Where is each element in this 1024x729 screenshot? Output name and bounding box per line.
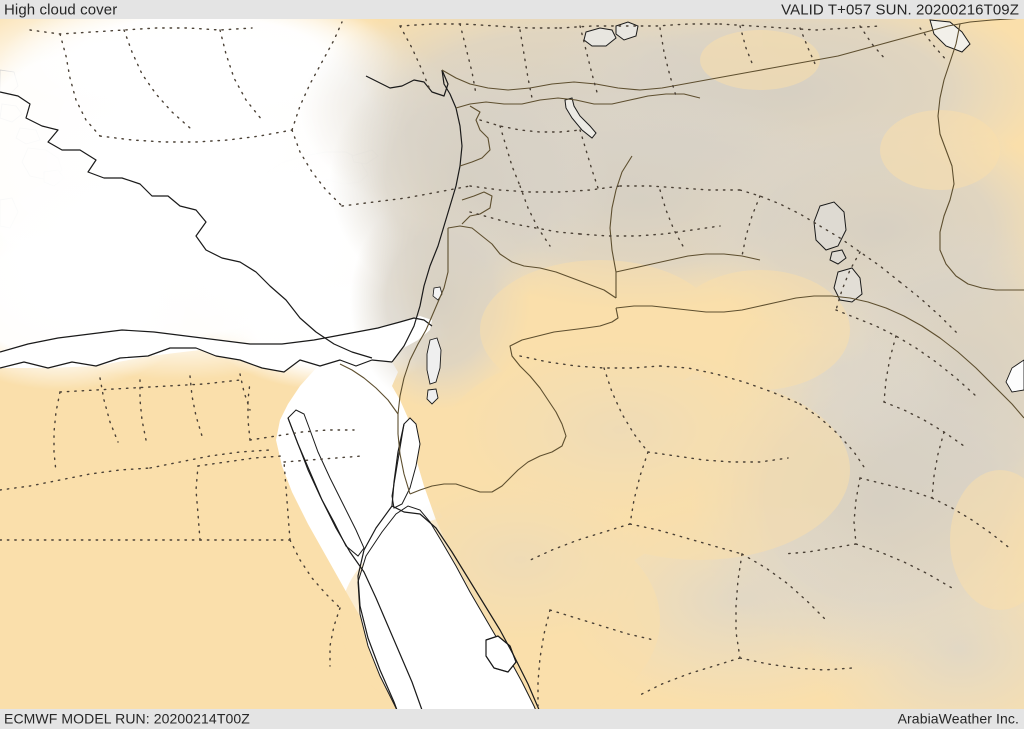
sea-bodies [0, 19, 1024, 729]
lake-tharthar [813, 201, 847, 251]
admin-boundaries [0, 21, 1013, 707]
footer-bar: ECMWF MODEL RUN: 20200214T00Z ArabiaWeat… [0, 709, 1024, 729]
national-borders [339, 17, 1024, 495]
sea-persian-gulf [1005, 359, 1024, 393]
lake-assad [564, 97, 597, 139]
sea-gulf-of-aqaba [391, 417, 421, 509]
sea-gulf-of-suez [287, 409, 365, 557]
lake-habbaniyah [829, 249, 847, 265]
clear-sky-gaps [340, 30, 1024, 729]
sea-mediterranean [0, 316, 432, 372]
model-run-label: ECMWF MODEL RUN: 20200214T00Z [4, 710, 250, 727]
sea-dead-sea-south [426, 388, 439, 405]
lake-van [583, 27, 617, 47]
coastlines [0, 69, 547, 729]
valid-time-label: VALID T+057 SUN. 20200216T09Z [781, 1, 1019, 18]
parameter-title: High cloud cover [4, 1, 118, 18]
provider-credit: ArabiaWeather Inc. [897, 710, 1019, 727]
sea-dead-sea [426, 337, 442, 385]
lake-urmia [615, 21, 639, 41]
header-bar: High cloud cover VALID T+057 SUN. 202002… [0, 0, 1024, 19]
